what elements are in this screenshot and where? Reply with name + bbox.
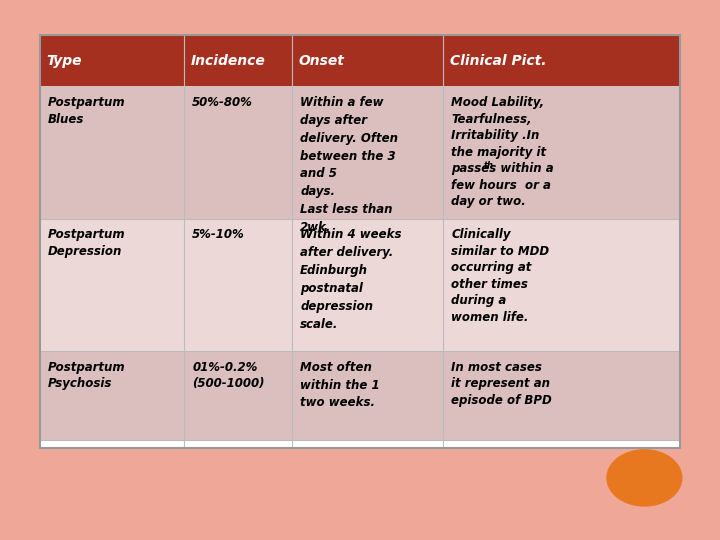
Bar <box>40 86 680 219</box>
Text: after delivery.: after delivery. <box>300 246 394 259</box>
Bar <box>40 219 680 351</box>
Text: scale.: scale. <box>300 318 338 330</box>
Text: In most cases
it represent an
episode of BPD: In most cases it represent an episode of… <box>451 361 552 407</box>
Text: days.: days. <box>300 185 336 198</box>
Text: Within a few: Within a few <box>300 96 384 109</box>
Text: 5%-10%: 5%-10% <box>192 228 245 241</box>
Text: Mood Lability,
Tearfulness,
Irritability .In
the majority it
passes within a
few: Mood Lability, Tearfulness, Irritability… <box>451 96 554 208</box>
Text: depression: depression <box>300 300 373 313</box>
Text: Within 4 weeks: Within 4 weeks <box>300 228 402 241</box>
Text: Postpartum
Psychosis: Postpartum Psychosis <box>48 361 126 390</box>
Text: Edinburgh: Edinburgh <box>300 264 368 277</box>
Text: postnatal: postnatal <box>300 282 363 295</box>
Text: Onset: Onset <box>299 54 345 68</box>
Text: Incidence: Incidence <box>191 54 266 68</box>
Text: Clinical Pict.: Clinical Pict. <box>450 54 546 68</box>
Text: 2wk.: 2wk. <box>300 221 332 234</box>
Text: days after: days after <box>300 114 367 127</box>
Text: 01%-0.2%
(500-1000): 01%-0.2% (500-1000) <box>192 361 265 390</box>
Bar <box>40 35 680 448</box>
Text: Last less than: Last less than <box>300 203 392 216</box>
Text: two weeks.: two weeks. <box>300 396 375 409</box>
Text: Most often: Most often <box>300 361 372 374</box>
Text: Postpartum
Blues: Postpartum Blues <box>48 96 126 126</box>
Text: and 5: and 5 <box>300 167 337 180</box>
Circle shape <box>607 450 682 506</box>
Text: Postpartum
Depression: Postpartum Depression <box>48 228 126 258</box>
Text: Type: Type <box>47 54 82 68</box>
Text: between the 3: between the 3 <box>300 150 396 163</box>
Text: th: th <box>484 161 494 170</box>
Bar <box>40 35 680 86</box>
Text: within the 1: within the 1 <box>300 379 380 392</box>
Text: delivery. Often: delivery. Often <box>300 132 398 145</box>
Text: Clinically
similar to MDD
occurring at
other times
during a
women life.: Clinically similar to MDD occurring at o… <box>451 228 549 324</box>
Bar <box>40 351 680 440</box>
Text: 50%-80%: 50%-80% <box>192 96 253 109</box>
